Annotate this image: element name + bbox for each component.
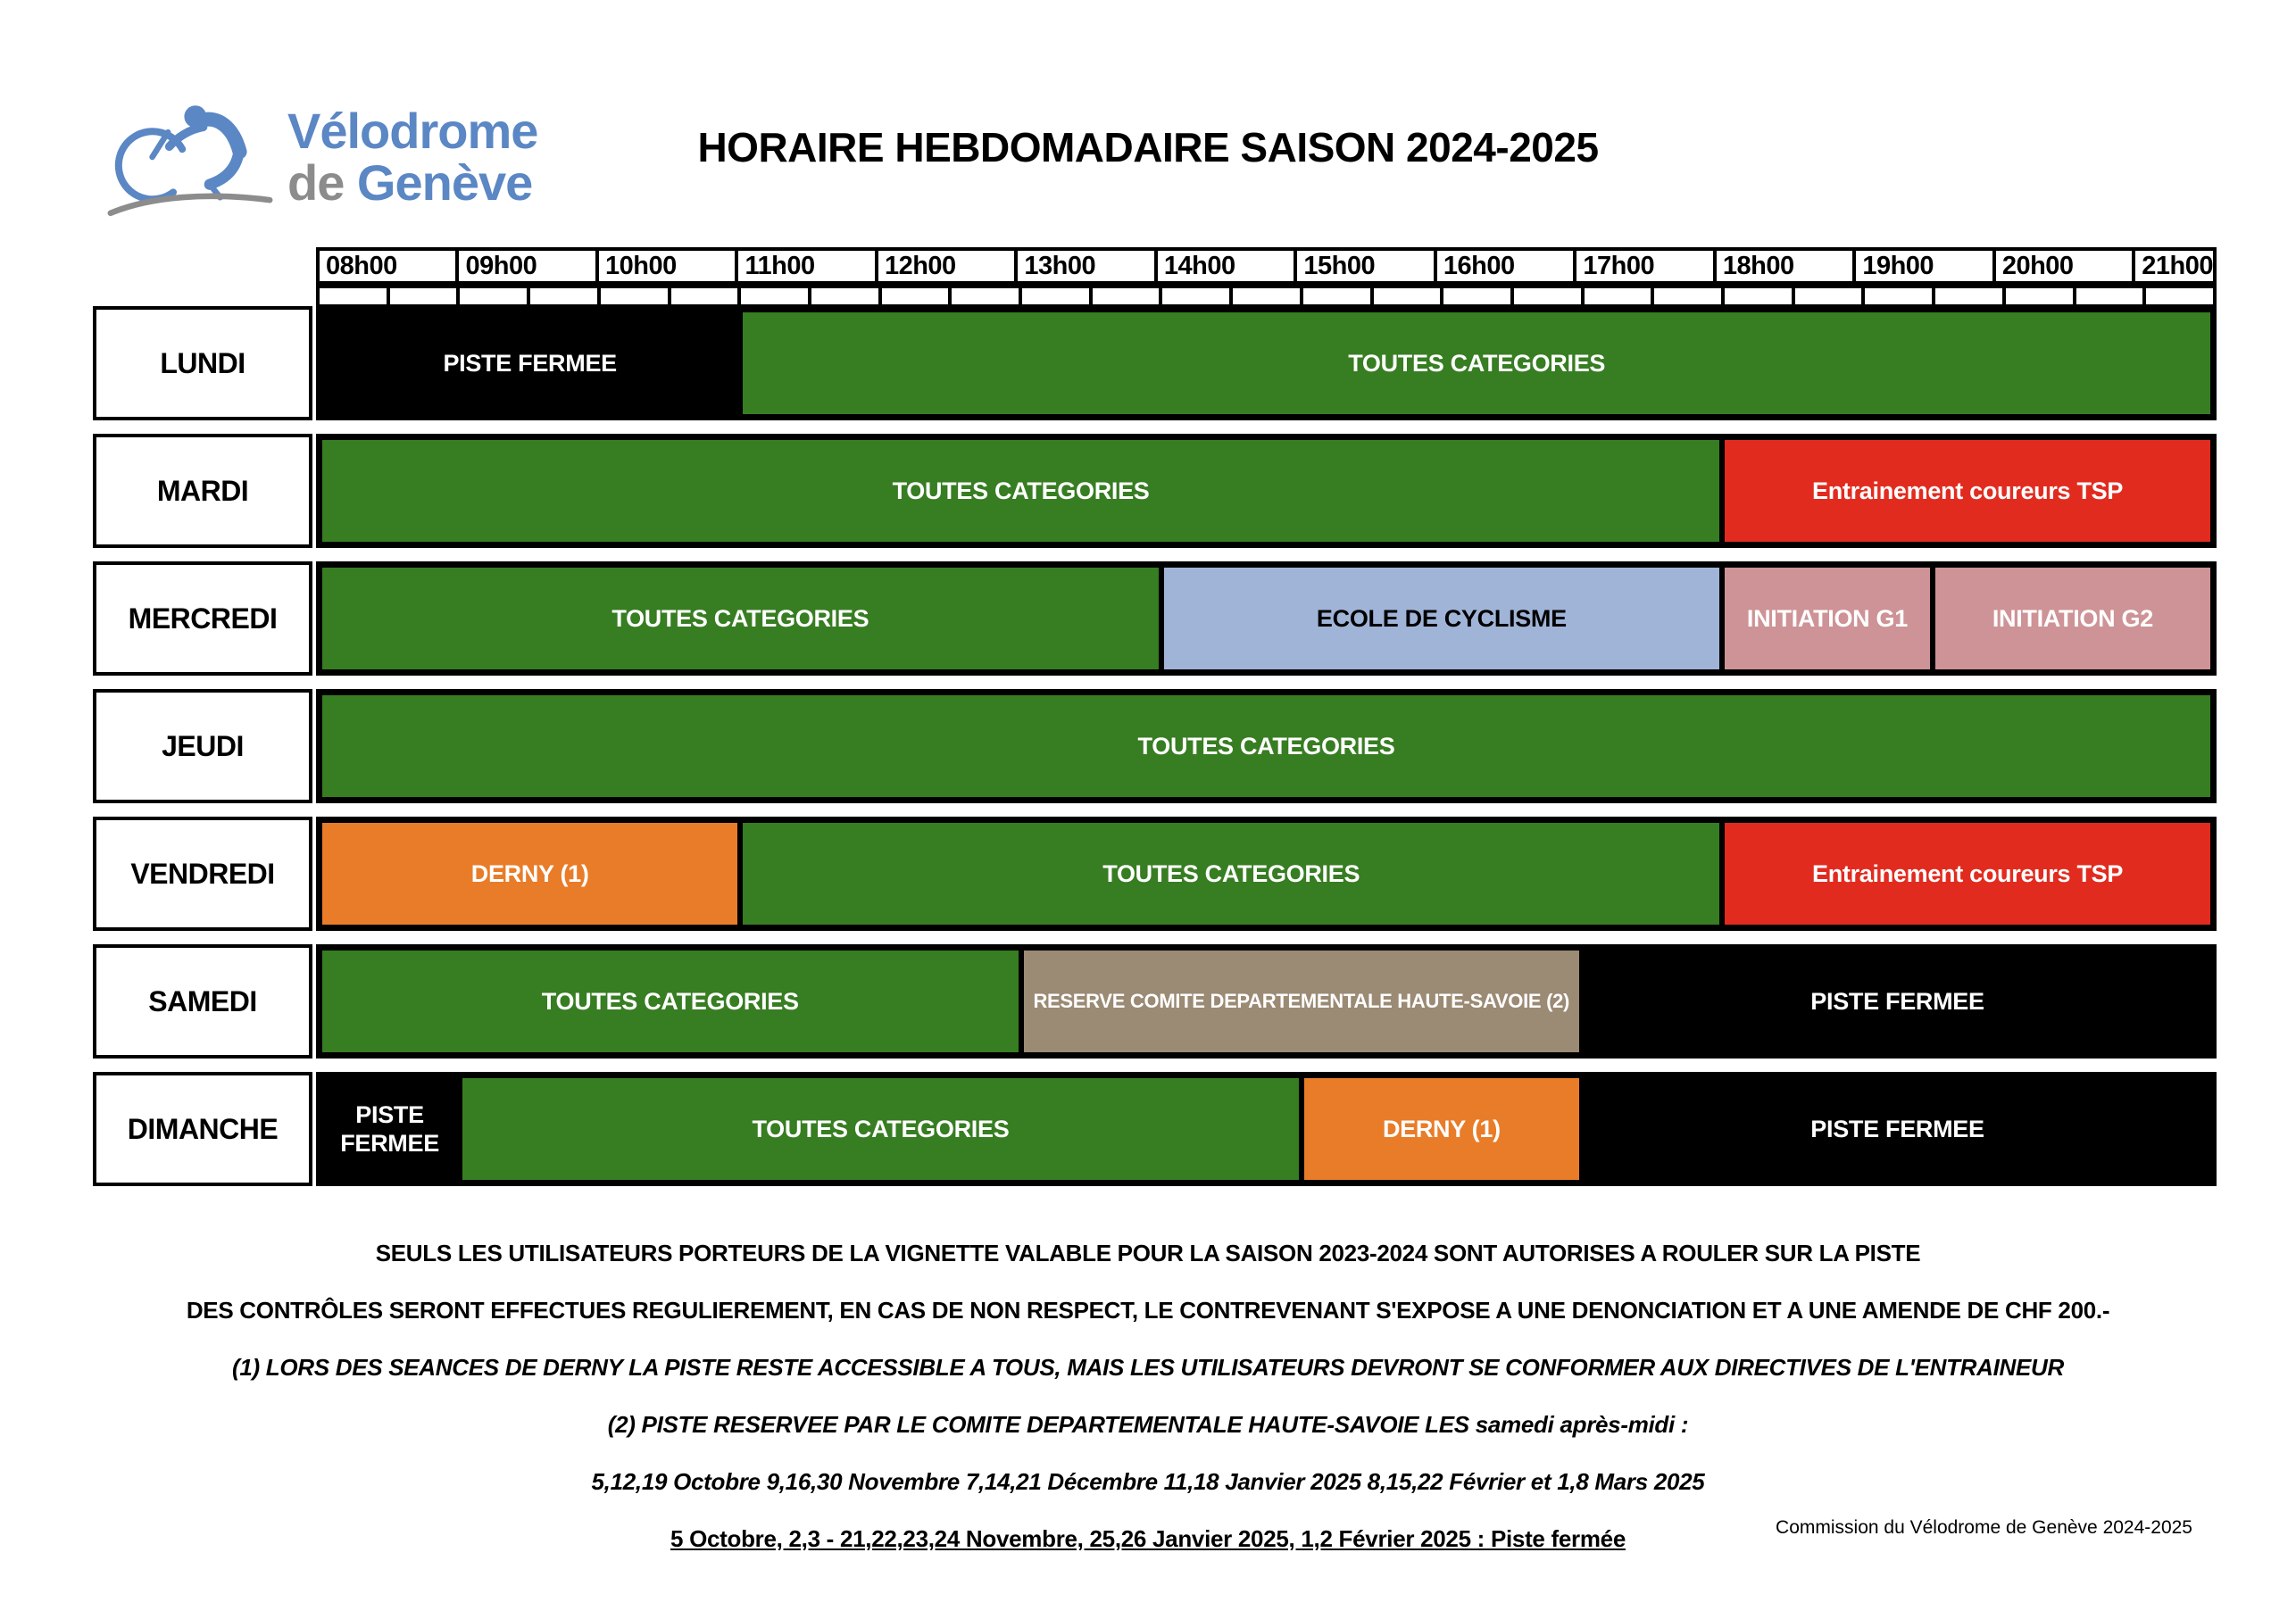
hour-label-10h00: 10h00 xyxy=(598,251,736,281)
hour-label-09h00: 09h00 xyxy=(459,251,595,281)
half-hour-cell xyxy=(1162,288,1230,304)
note-line-6: 5 Octobre, 2,3 - 21,22,23,24 Novembre, 2… xyxy=(670,1524,1626,1552)
slot-piste-fermee: PISTE FERMEE xyxy=(320,310,741,417)
cyclist-logo-icon xyxy=(105,87,275,226)
schedule-track: TOUTES CATEGORIES RESERVE COMITE DEPARTEM… xyxy=(320,948,2213,1055)
logo-wordmark: Vélodrome de Genève xyxy=(287,102,538,211)
half-hour-cell xyxy=(952,288,1019,304)
slot-initiation-g2: INITIATION G2 xyxy=(1932,565,2213,672)
slot-piste-fermee: PISTE FERMEE xyxy=(1582,1075,2213,1183)
logo-line1: Vélodrome xyxy=(287,102,538,159)
half-hour-cell xyxy=(881,288,949,304)
hour-label-12h00: 12h00 xyxy=(878,251,1015,281)
half-hour-cell xyxy=(1725,288,1792,304)
day-label-mardi: MARDI xyxy=(93,434,312,548)
half-hour-cell xyxy=(1794,288,1862,304)
half-hour-cell xyxy=(600,288,668,304)
slot-ecole-de-cyclisme: ECOLE DE CYCLISME xyxy=(1160,565,1723,672)
day-label-samedi: SAMEDI xyxy=(93,944,312,1059)
slot-entrainement-coureurs-tsp: Entrainement coureurs TSP xyxy=(1722,437,2213,544)
schedule-band-mercredi: TOUTES CATEGORIES ECOLE DE CYCLISME INITIA… xyxy=(316,561,2217,676)
half-hour-cell xyxy=(2146,288,2213,304)
day-label-vendredi: VENDREDI xyxy=(93,817,312,931)
schedule-track: PISTE FERMEE TOUTES CATEGORIES xyxy=(320,310,2213,417)
slot-derny-1: DERNY (1) xyxy=(1301,1075,1582,1183)
schedule-band-jeudi: TOUTES CATEGORIES xyxy=(316,689,2217,803)
schedule-band-samedi: TOUTES CATEGORIES RESERVE COMITE DEPARTEM… xyxy=(316,944,2217,1059)
half-hour-cell xyxy=(741,288,808,304)
half-hour-cell xyxy=(1654,288,1722,304)
slot-piste-fermee: PISTE FERMEE xyxy=(320,1075,461,1183)
half-hour-cell xyxy=(1022,288,1089,304)
hour-label-15h00: 15h00 xyxy=(1297,251,1434,281)
schedule-track: PISTE FERMEE TOUTES CATEGORIES DERNY (1) PI… xyxy=(320,1075,2213,1183)
note-line-3: (1) LORS DES SEANCES DE DERNY LA PISTE R… xyxy=(231,1353,2065,1381)
day-label-dimanche: DIMANCHE xyxy=(93,1072,312,1186)
schedule-track: TOUTES CATEGORIES ECOLE DE CYCLISME INITIA… xyxy=(320,565,2213,672)
hour-label-16h00: 16h00 xyxy=(1436,251,1574,281)
day-label-jeudi: JEUDI xyxy=(93,689,312,803)
schedule-track: TOUTES CATEGORIES xyxy=(320,693,2213,800)
schedule-band-mardi: TOUTES CATEGORIES Entrainement coureurs T… xyxy=(316,434,2217,548)
half-hour-cell xyxy=(1443,288,1510,304)
credit-text: Commission du Vélodrome de Genève 2024-2… xyxy=(1776,1517,2192,1538)
slot-entrainement-coureurs-tsp: Entrainement coureurs TSP xyxy=(1722,820,2213,927)
slot-toutes-categories: TOUTES CATEGORIES xyxy=(320,565,1161,672)
half-hour-cell xyxy=(1233,288,1300,304)
note-line-1: SEULS LES UTILISATEURS PORTEURS DE LA VI… xyxy=(375,1239,1921,1266)
half-hour-cell xyxy=(1865,288,1933,304)
slot-reserve-comite-departementale-haute-savoie-2: RESERVE COMITE DEPARTEMENTALE HAUTE-SAVO… xyxy=(1020,948,1582,1055)
half-hour-cell xyxy=(530,288,597,304)
note-line-2: DES CONTRÔLES SERONT EFFECTUES REGULIERE… xyxy=(186,1296,2110,1324)
schedule-band-lundi: PISTE FERMEE TOUTES CATEGORIES xyxy=(316,306,2217,420)
schedule-band-dimanche: PISTE FERMEE TOUTES CATEGORIES DERNY (1) PI… xyxy=(316,1072,2217,1186)
logo-line2: de Genève xyxy=(287,154,537,211)
half-hour-cell xyxy=(1092,288,1160,304)
slot-toutes-categories: TOUTES CATEGORIES xyxy=(320,948,1021,1055)
half-hour-cell xyxy=(460,288,528,304)
logo-line2-prefix: de xyxy=(287,154,357,211)
velodrome-logo: Vélodrome de Genève xyxy=(105,87,538,226)
note-line-4: (2) PISTE RESERVEE PAR LE COMITE DEPARTE… xyxy=(607,1410,1689,1438)
slot-derny-1: DERNY (1) xyxy=(320,820,741,927)
hour-label-14h00: 14h00 xyxy=(1157,251,1294,281)
half-hour-cell xyxy=(1513,288,1581,304)
slot-piste-fermee: PISTE FERMEE xyxy=(1582,948,2213,1055)
half-hour-cell xyxy=(2076,288,2143,304)
hour-label-19h00: 19h00 xyxy=(1856,251,1992,281)
half-hour-cell xyxy=(1373,288,1441,304)
hour-label-21h00: 21h00 xyxy=(2135,251,2214,281)
time-header-hours: 08h00 09h00 10h00 11h00 12h00 13h00 14h00 15h00… xyxy=(316,247,2217,285)
hour-label-18h00: 18h00 xyxy=(1716,251,1853,281)
day-label-mercredi: MERCREDI xyxy=(93,561,312,676)
footer-notes: SEULS LES UTILISATEURS PORTEURS DE LA VI… xyxy=(0,1225,2296,1567)
hour-label-11h00: 11h00 xyxy=(738,251,875,281)
half-hour-cell xyxy=(320,288,387,304)
half-hour-cell xyxy=(1935,288,2002,304)
schedule-band-vendredi: DERNY (1) TOUTES CATEGORIES Entrainement c… xyxy=(316,817,2217,931)
half-hour-cell xyxy=(670,288,738,304)
page-title: HORAIRE HEBDOMADAIRE SAISON 2024-2025 xyxy=(697,124,1599,170)
hour-label-17h00: 17h00 xyxy=(1576,251,1713,281)
half-hour-cell xyxy=(2005,288,2073,304)
half-hour-cell xyxy=(1302,288,1370,304)
time-header-half-cells xyxy=(316,285,2217,308)
schedule-track: TOUTES CATEGORIES Entrainement coureurs T… xyxy=(320,437,2213,544)
slot-toutes-categories: TOUTES CATEGORIES xyxy=(740,310,2213,417)
hour-label-13h00: 13h00 xyxy=(1018,251,1154,281)
hour-label-08h00: 08h00 xyxy=(320,251,456,281)
slot-toutes-categories: TOUTES CATEGORIES xyxy=(320,437,1723,544)
slot-toutes-categories: TOUTES CATEGORIES xyxy=(740,820,1723,927)
half-hour-cell xyxy=(811,288,878,304)
half-hour-cell xyxy=(389,288,457,304)
day-label-lundi: LUNDI xyxy=(93,306,312,420)
hour-label-20h00: 20h00 xyxy=(1995,251,2133,281)
schedule-track: DERNY (1) TOUTES CATEGORIES Entrainement c… xyxy=(320,820,2213,927)
half-hour-cell xyxy=(1584,288,1651,304)
slot-toutes-categories: TOUTES CATEGORIES xyxy=(460,1075,1302,1183)
note-line-5: 5,12,19 Octobre 9,16,30 Novembre 7,14,21… xyxy=(591,1467,1705,1495)
slot-toutes-categories: TOUTES CATEGORIES xyxy=(320,693,2213,800)
slot-initiation-g1: INITIATION G1 xyxy=(1722,565,1933,672)
logo-line2-name: Genève xyxy=(356,154,533,211)
